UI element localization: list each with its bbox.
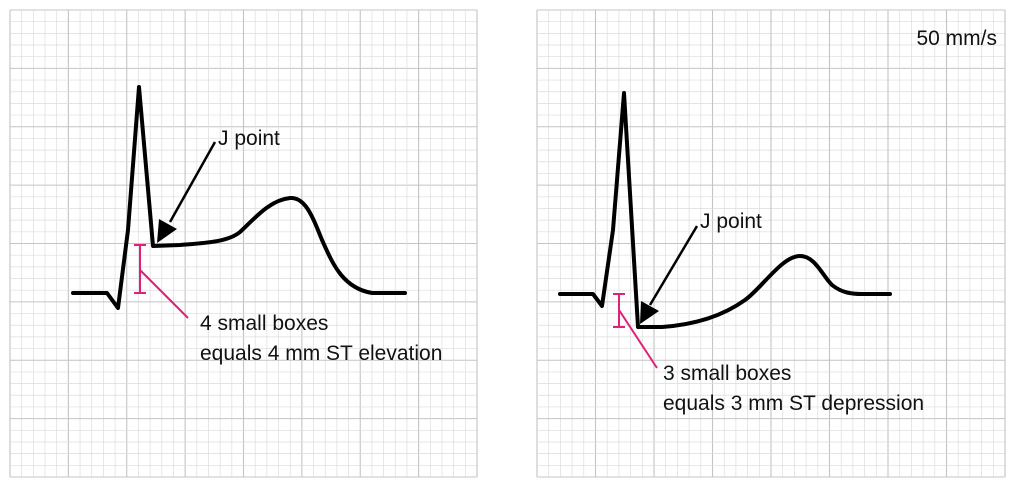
left-panel: J point 4 small boxes equals 4 mm ST ele…: [9, 9, 478, 478]
right-j-point-arrow-line: [648, 225, 699, 306]
right-measure-line1: 3 small boxes: [663, 362, 791, 385]
left-j-point-arrow-line: [168, 141, 217, 223]
left-st-measure-bracket: [134, 244, 189, 319]
left-j-point-arrow-head: [157, 219, 177, 243]
left-ecg-grid: [9, 9, 478, 478]
right-j-point-arrow-head: [640, 301, 659, 324]
right-j-point-label: J point: [700, 210, 762, 233]
left-measure-line1: 4 small boxes: [200, 312, 328, 335]
right-st-measure-bracket: [613, 293, 658, 369]
left-measure-line2: equals 4 mm ST elevation: [200, 342, 442, 365]
left-ecg-trace: [71, 85, 407, 310]
left-j-point-label: J point: [218, 127, 280, 150]
right-panel: J point 3 small boxes equals 3 mm ST dep…: [536, 9, 1006, 478]
right-measure-line2: equals 3 mm ST depression: [663, 392, 924, 415]
paper-speed-label: 50 mm/s: [916, 27, 997, 50]
right-ecg-trace: [558, 91, 892, 329]
